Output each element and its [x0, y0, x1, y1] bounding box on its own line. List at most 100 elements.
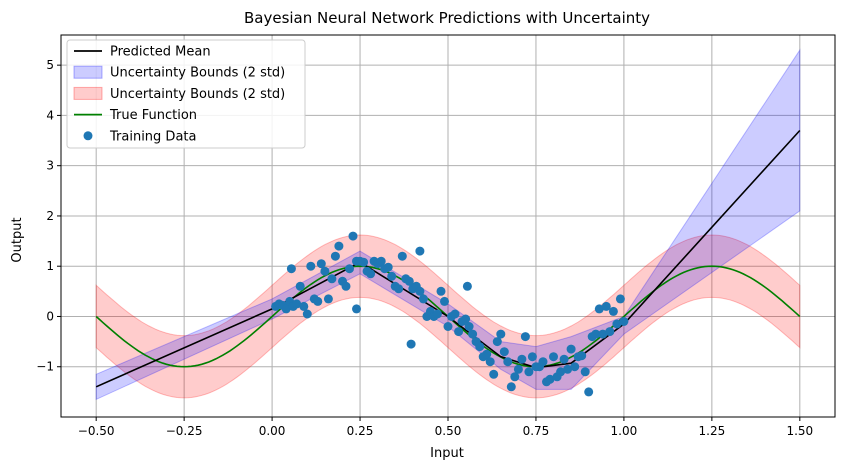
training-data-point: [359, 257, 369, 267]
training-data-point: [608, 306, 618, 316]
training-data-point: [556, 367, 566, 377]
x-tick-label: 1.00: [611, 424, 638, 438]
training-data-point: [306, 261, 316, 271]
training-data-point: [482, 349, 492, 359]
y-tick-label: −1: [36, 360, 54, 374]
training-data-point: [559, 354, 569, 364]
training-data-point: [376, 256, 386, 266]
legend-patch-swatch: [73, 86, 103, 100]
x-tick-label: −0.25: [166, 424, 203, 438]
training-data-point: [464, 322, 474, 331]
training-data-point: [352, 304, 361, 314]
training-data-point: [594, 304, 604, 314]
training-data-point: [281, 304, 291, 314]
x-axis-ticks: −0.50 −0.25 0.00 0.25 0.50 0.75 1.00 1.25 1.50: [78, 417, 813, 438]
training-data-point: [496, 329, 506, 339]
training-data-series: [271, 231, 629, 397]
x-tick-label: 0.50: [435, 424, 462, 438]
training-data-point: [517, 354, 527, 364]
training-data-point: [475, 342, 485, 352]
y-tick-label: 4: [46, 108, 54, 122]
x-tick-label: 1.50: [786, 424, 813, 438]
training-data-point: [468, 329, 478, 339]
y-tick-label: 2: [46, 209, 54, 223]
training-data-point: [295, 281, 305, 291]
training-data-point: [566, 344, 576, 354]
training-data-point: [549, 352, 558, 362]
training-data-point: [406, 339, 416, 349]
legend-label: True Function: [109, 108, 197, 123]
training-data-point: [313, 296, 323, 306]
training-data-point: [415, 286, 425, 296]
training-data-point: [506, 382, 516, 392]
training-data-point: [397, 251, 407, 261]
legend-label: Uncertainty Bounds (2 std): [110, 66, 285, 81]
training-data-point: [299, 301, 309, 311]
training-data-point: [334, 241, 344, 251]
training-data-point: [605, 327, 615, 337]
training-data-point: [345, 264, 354, 274]
x-axis-label: Input: [430, 446, 464, 461]
training-data-point: [619, 317, 629, 326]
training-data-point: [538, 357, 548, 367]
training-data-point: [580, 367, 590, 377]
training-data-point: [601, 301, 611, 311]
training-data-point: [432, 309, 442, 319]
training-data-point: [503, 357, 513, 367]
legend-label: Training Data: [109, 129, 196, 144]
training-data-point: [415, 246, 425, 256]
training-data-point: [330, 251, 340, 261]
x-tick-label: −0.50: [78, 424, 115, 438]
x-tick-label: 1.25: [699, 424, 726, 438]
training-data-point: [302, 309, 312, 319]
y-axis-label: Output: [10, 217, 25, 262]
grid: [61, 35, 835, 417]
training-data-point: [489, 369, 499, 379]
training-data-point: [499, 347, 509, 357]
training-data-point: [524, 367, 534, 377]
training-data-point: [570, 362, 580, 372]
training-data-point: [383, 262, 393, 272]
legend-label: Predicted Mean: [110, 45, 211, 60]
training-data-point: [366, 269, 376, 279]
training-data-point: [591, 329, 601, 339]
y-tick-label: 5: [46, 58, 54, 72]
training-data-point: [513, 364, 523, 374]
training-data-point: [615, 294, 625, 304]
predicted-mean-line: [95, 129, 801, 388]
training-data-point: [485, 357, 495, 367]
legend-box: [66, 39, 306, 149]
training-data-point: [341, 281, 351, 291]
chart-title: Bayesian Neural Network Predictions with…: [244, 9, 650, 27]
legend-marker-swatch: [83, 131, 93, 141]
training-data-point: [577, 351, 587, 361]
training-data-point: [545, 374, 555, 384]
predicted-mean-series: [95, 129, 801, 388]
training-data-point: [286, 264, 296, 274]
x-tick-label: 0.75: [523, 424, 550, 438]
training-data-point: [461, 314, 471, 324]
training-data-point: [292, 299, 302, 309]
training-data-point: [387, 271, 397, 281]
training-data-point: [348, 231, 358, 241]
training-data-point: [440, 296, 449, 306]
training-data-point: [454, 327, 464, 337]
training-data-point: [394, 284, 404, 294]
y-tick-label: 0: [46, 309, 54, 323]
training-data-point: [527, 352, 537, 362]
training-data-point: [450, 309, 460, 319]
x-tick-label: 0.00: [259, 424, 286, 438]
training-data-point: [323, 294, 333, 304]
legend-label: Uncertainty Bounds (2 std): [110, 87, 285, 102]
training-data-point: [563, 364, 573, 374]
training-data-point: [520, 332, 530, 342]
training-data-point: [418, 294, 428, 304]
training-data-point: [510, 372, 520, 382]
y-tick-label: 3: [46, 159, 54, 173]
legend: Predicted Mean Uncertainty Bounds (2 std)…: [66, 39, 306, 149]
training-data-point: [462, 281, 472, 291]
training-data-point: [404, 276, 414, 286]
y-tick-label: 1: [46, 259, 54, 273]
training-data-point: [316, 259, 326, 269]
